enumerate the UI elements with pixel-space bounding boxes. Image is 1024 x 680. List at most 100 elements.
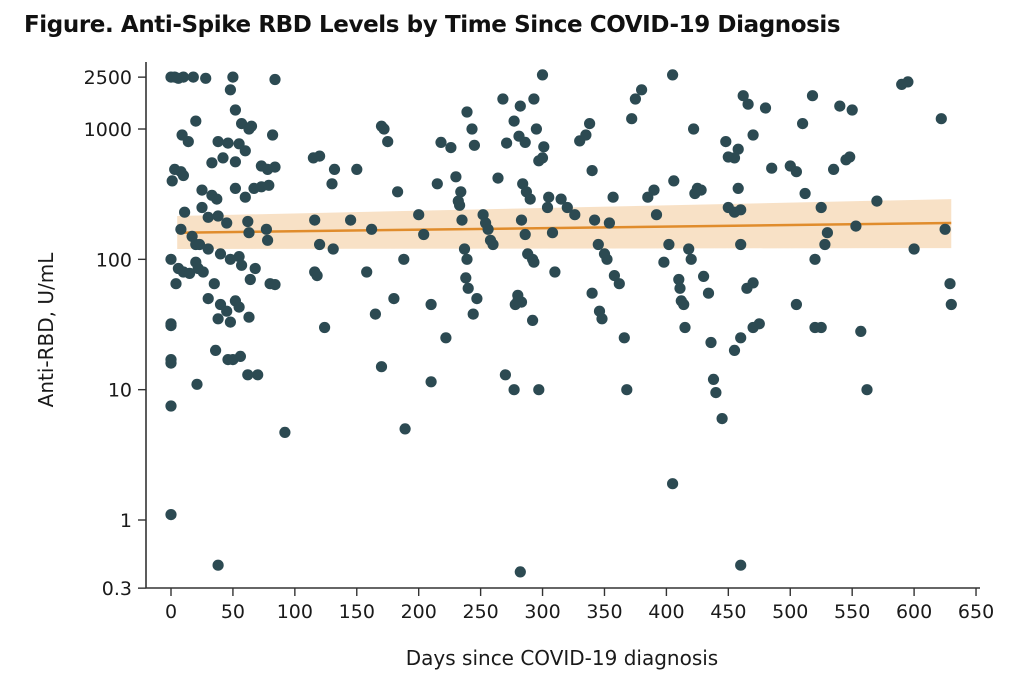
data-point — [536, 69, 549, 81]
data-point — [790, 166, 803, 178]
data-point — [732, 143, 744, 155]
data-point — [519, 136, 531, 148]
data-point — [688, 123, 700, 135]
data-point — [212, 313, 224, 325]
data-point — [797, 118, 809, 130]
data-point — [263, 179, 275, 191]
data-point — [846, 104, 858, 116]
data-point — [673, 273, 685, 286]
x-axis-title: Days since COVID-19 diagnosis — [406, 646, 718, 670]
x-tick-label: 450 — [710, 601, 746, 623]
data-point — [392, 186, 404, 198]
data-point — [735, 559, 747, 571]
data-point — [716, 413, 728, 425]
x-tick-label: 550 — [834, 601, 870, 623]
data-point — [543, 191, 555, 203]
data-point — [844, 151, 856, 163]
data-point — [501, 137, 513, 149]
data-point — [190, 115, 202, 127]
data-point — [538, 141, 550, 153]
data-point — [519, 228, 531, 241]
data-point — [214, 248, 227, 260]
data-point — [229, 156, 241, 168]
data-point — [945, 298, 957, 311]
data-point — [399, 423, 411, 435]
data-point — [508, 115, 520, 127]
data-point — [212, 559, 224, 571]
data-point — [242, 369, 254, 381]
data-point — [935, 113, 947, 125]
data-point — [621, 384, 633, 396]
data-point — [720, 136, 732, 148]
data-point — [177, 169, 189, 182]
data-point — [461, 253, 473, 265]
data-point — [196, 184, 208, 196]
data-point — [650, 209, 663, 221]
data-point — [222, 137, 234, 149]
data-point — [221, 217, 233, 229]
y-tick-label: 1 — [120, 510, 132, 532]
data-point — [466, 123, 478, 135]
data-point — [747, 129, 759, 141]
data-point — [227, 71, 239, 83]
data-point — [239, 145, 251, 157]
y-tick-label: 10 — [108, 380, 132, 402]
data-point — [462, 282, 474, 294]
data-point — [603, 217, 616, 229]
data-point — [629, 93, 642, 105]
data-point — [799, 187, 811, 200]
data-point — [239, 191, 251, 203]
data-point — [636, 84, 648, 96]
data-point — [855, 325, 867, 337]
data-point — [243, 227, 255, 239]
data-point — [175, 223, 187, 235]
data-point — [445, 142, 457, 154]
data-point — [196, 201, 208, 214]
data-point — [234, 350, 246, 362]
data-point — [487, 238, 499, 251]
data-point — [710, 387, 722, 399]
data-point — [586, 287, 598, 299]
y-tick-label: 2500 — [84, 67, 132, 89]
data-point — [626, 113, 638, 125]
data-point — [382, 136, 394, 148]
data-point — [206, 157, 218, 169]
data-point — [460, 272, 472, 284]
data-point — [440, 332, 452, 344]
trend-line — [177, 221, 952, 234]
data-point — [902, 76, 914, 88]
data-point — [345, 214, 357, 226]
data-point — [815, 201, 827, 214]
data-point — [871, 195, 883, 207]
data-point — [233, 251, 245, 263]
data-point — [514, 566, 526, 578]
data-point — [471, 293, 483, 305]
data-point — [202, 293, 214, 305]
data-point — [252, 369, 264, 381]
x-tick-label: 500 — [772, 601, 808, 623]
y-tick-label: 0.3 — [102, 578, 132, 600]
data-point — [269, 73, 281, 86]
y-tick-label: 100 — [96, 249, 132, 271]
data-point — [262, 163, 274, 175]
data-point — [533, 384, 545, 396]
data-point — [735, 332, 747, 344]
data-point — [695, 184, 707, 196]
data-point — [450, 171, 462, 183]
data-point — [499, 369, 511, 381]
data-point — [243, 311, 255, 323]
data-point — [200, 72, 212, 84]
x-tick-label: 300 — [524, 601, 560, 623]
data-point — [753, 318, 765, 330]
data-point — [705, 336, 717, 349]
data-point — [737, 90, 749, 102]
data-point — [732, 182, 744, 194]
data-point — [821, 227, 834, 239]
data-point — [549, 266, 561, 278]
data-point — [165, 357, 177, 369]
x-tick-label: 600 — [896, 601, 932, 623]
data-point — [217, 152, 229, 164]
data-point — [828, 163, 840, 175]
data-point — [425, 376, 437, 388]
data-point — [388, 293, 400, 305]
